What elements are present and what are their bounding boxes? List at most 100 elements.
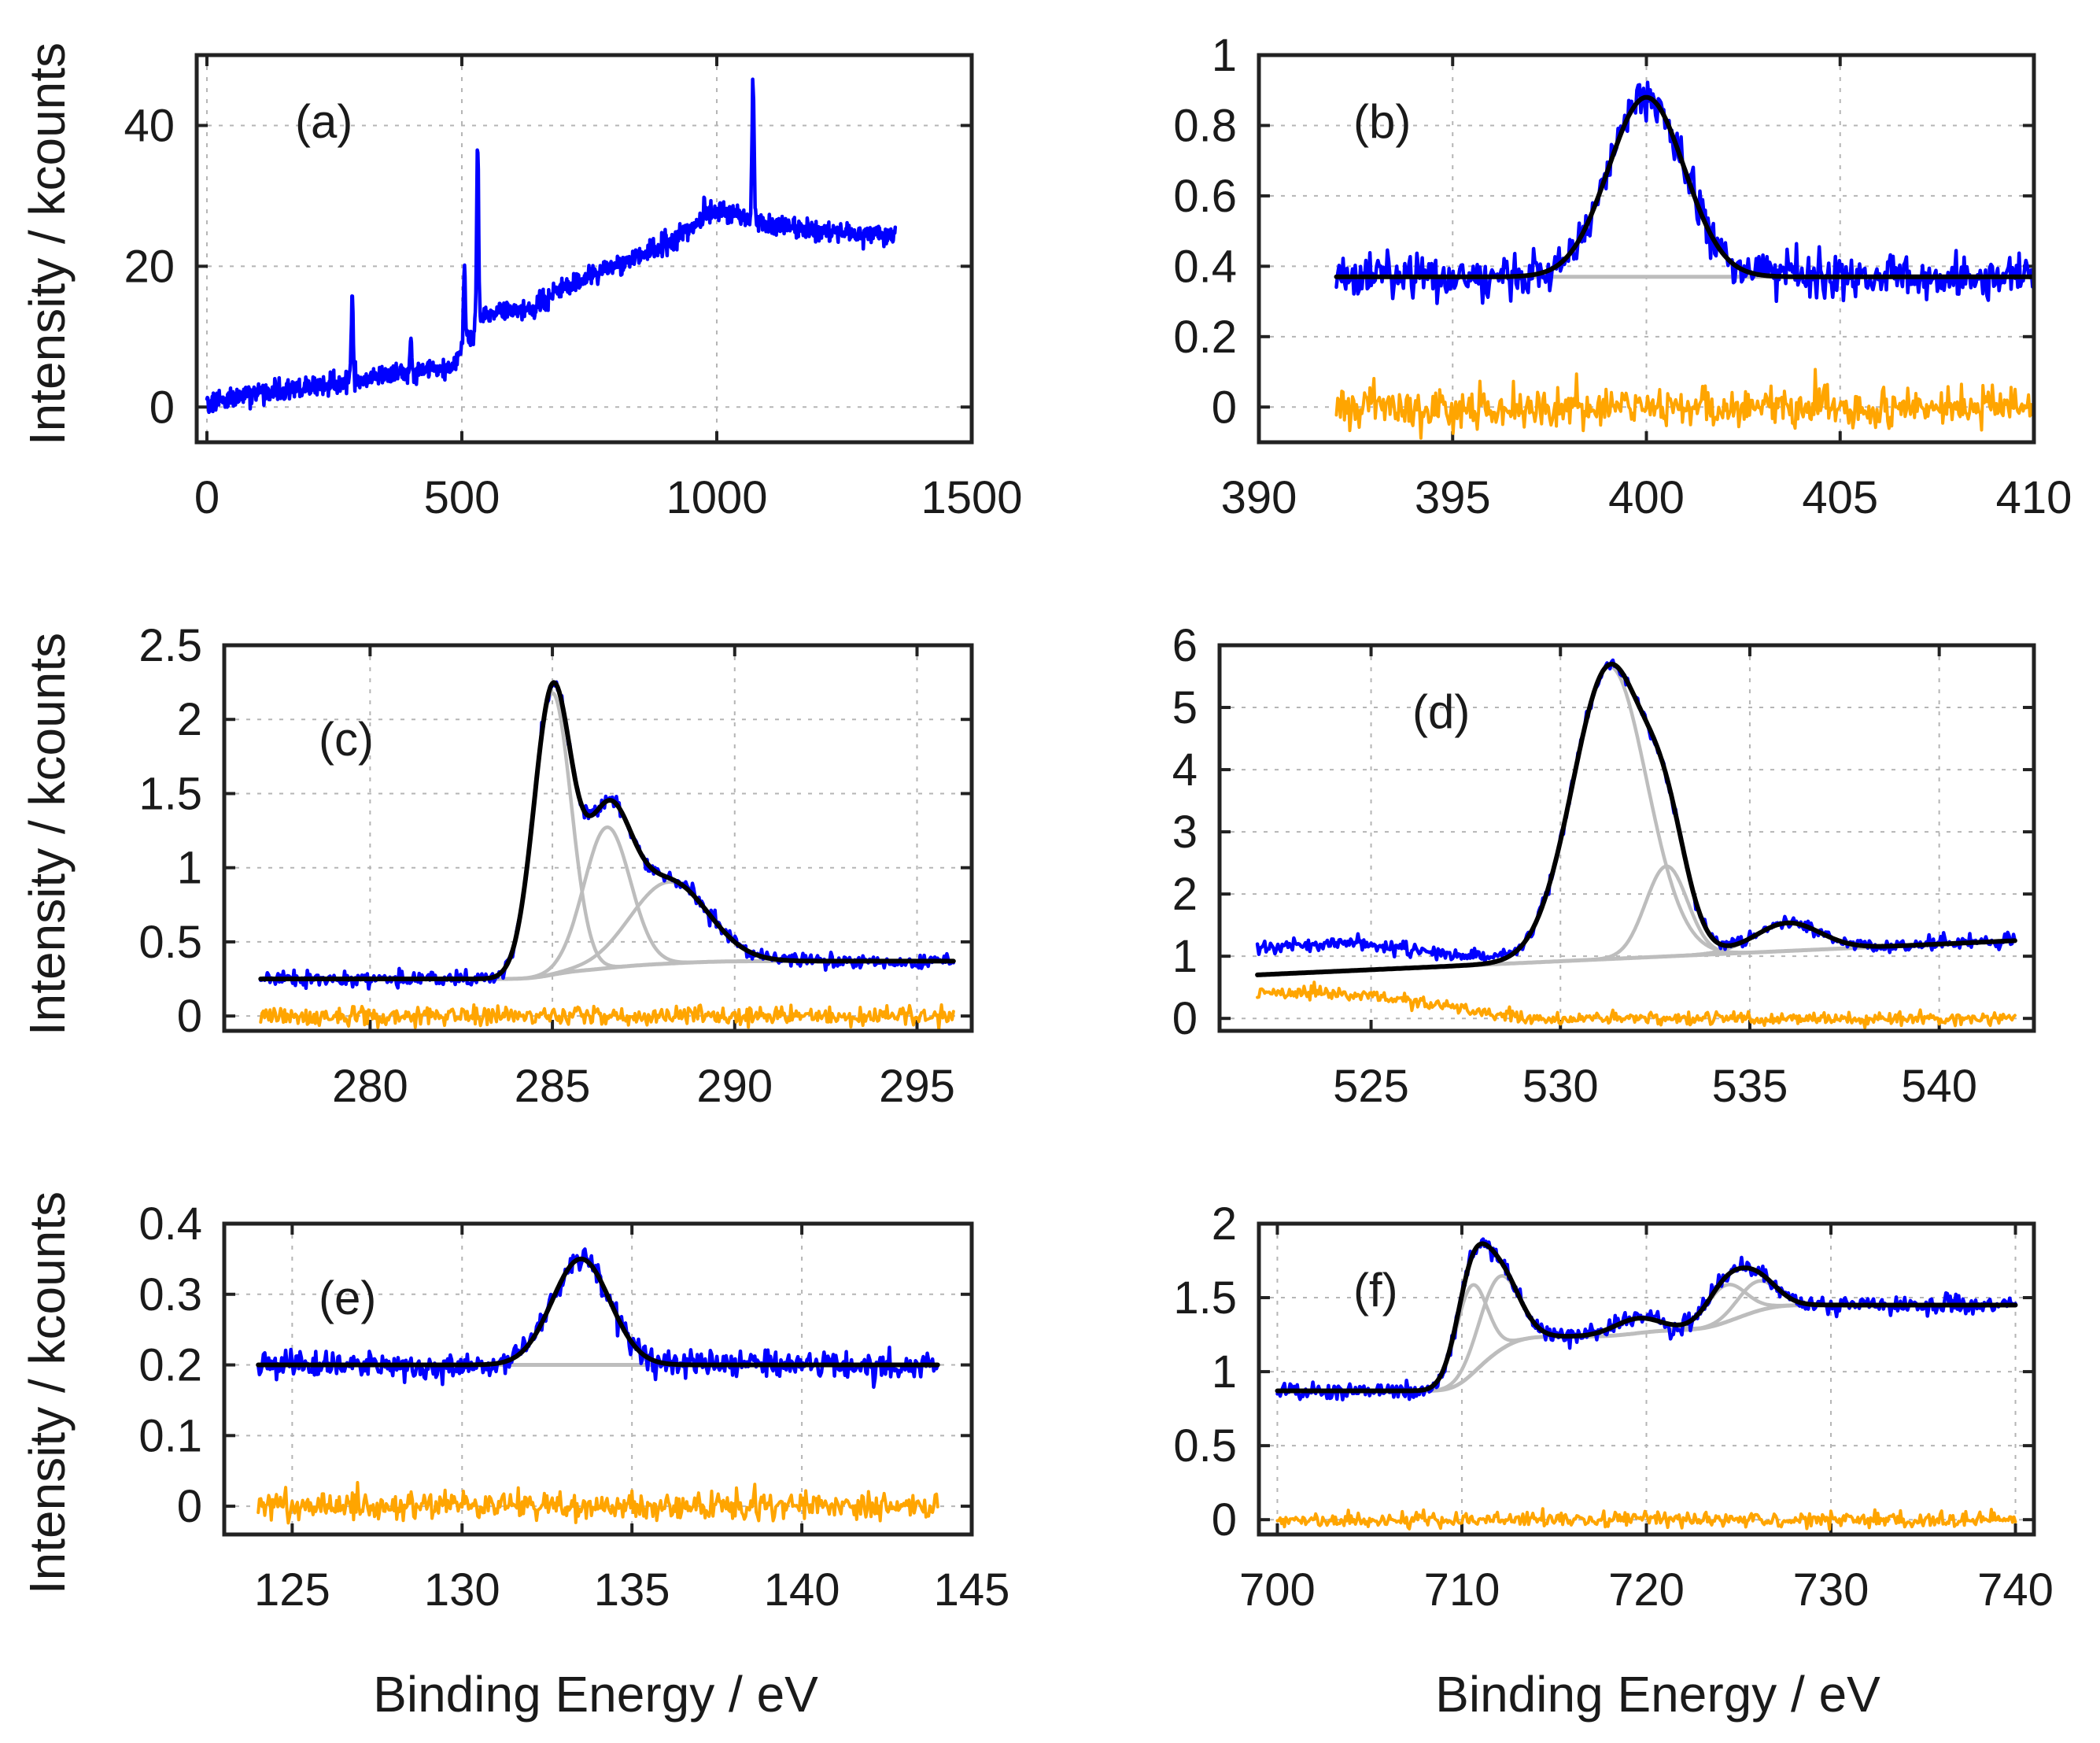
y-tick-label: 0.2 [1173, 312, 1237, 363]
fit-envelope-line [1255, 661, 2017, 977]
x-tick-label: 285 [515, 1061, 591, 1112]
y-tick-label: 1.5 [1173, 1272, 1237, 1324]
y-tick-label: 0.4 [1173, 241, 1237, 292]
component-peak-line [1518, 864, 1816, 966]
y-tick-label: 2 [177, 694, 202, 745]
residual-line [1275, 1507, 2017, 1531]
panel-label: (d) [1412, 685, 1470, 738]
y-tick-label: 20 [124, 241, 175, 292]
plot-frame [1217, 643, 2036, 1033]
x-tick-label: 530 [1522, 1061, 1599, 1112]
x-tick-label: 700 [1239, 1564, 1316, 1616]
x-tick-label: 740 [1977, 1564, 2054, 1616]
panel-label: (e) [319, 1272, 376, 1324]
x-tick-label: 730 [1793, 1564, 1869, 1616]
plot-frame [222, 643, 974, 1033]
x-tick-label: 130 [424, 1564, 500, 1616]
x-axis-title-right: Binding Energy / eV [1435, 1666, 1880, 1723]
y-axis-title-row1: Intensity / kcounts [19, 42, 76, 445]
y-tick-label: 0.5 [1173, 1420, 1237, 1472]
y-tick-label: 4 [1172, 744, 1198, 796]
x-tick-label: 390 [1221, 472, 1297, 523]
x-tick-label: 295 [879, 1061, 955, 1112]
y-tick-label: 0 [1212, 382, 1237, 433]
fit-envelope-line [256, 1256, 940, 1368]
panel-label: (f) [1353, 1264, 1398, 1316]
x-tick-label: 125 [254, 1564, 330, 1616]
x-tick-label: 0 [194, 472, 220, 523]
x-tick-label: 410 [1996, 472, 2072, 523]
x-tick-label: 535 [1712, 1061, 1788, 1112]
y-tick-label: 1 [177, 843, 202, 894]
fit-envelope-line [1334, 94, 2034, 279]
panel-a-series [205, 77, 898, 415]
y-axis-title-row2: Intensity / kcounts [19, 633, 76, 1036]
residual-line [257, 1481, 939, 1525]
y-tick-label: 0 [1172, 993, 1198, 1044]
survey-spectrum-line [205, 77, 898, 415]
y-tick-label: 1.5 [138, 768, 202, 819]
y-tick-label: 0.6 [1173, 171, 1237, 222]
x-axis-title-left: Binding Energy / eV [373, 1666, 818, 1723]
x-tick-label: 540 [1901, 1061, 1977, 1112]
panel-f: 700 710 720 730 740 0 0.5 1 1.5 2 (f) [1173, 1198, 2054, 1616]
component-peak-line [441, 825, 773, 981]
x-tick-label: 400 [1608, 472, 1685, 523]
y-tick-label: 1 [1172, 931, 1198, 982]
panel-c: 280 285 290 295 0 0.5 1 1.5 2 2.5 (c) [138, 620, 974, 1112]
x-tick-label: 710 [1424, 1564, 1500, 1616]
panel-label: (b) [1353, 95, 1411, 148]
panel-b: 390 395 400 405 410 0 0.2 0.4 0.6 0.8 1 (b) [1173, 30, 2072, 523]
x-tick-label: 405 [1802, 472, 1878, 523]
x-tick-label: 500 [424, 472, 500, 523]
plot-frame [222, 1221, 974, 1537]
component-peak-line [1586, 1283, 1866, 1339]
y-tick-label: 40 [124, 100, 175, 151]
x-tick-label: 395 [1415, 472, 1491, 523]
y-tick-label: 2 [1212, 1198, 1237, 1250]
data-spectrum-line [256, 1247, 940, 1389]
fit-envelope-line [258, 680, 956, 981]
y-tick-label: 0 [1212, 1494, 1237, 1545]
plot-frame [1257, 53, 2036, 445]
panel-b-series [1334, 80, 2034, 440]
panel-d-series [1255, 658, 2017, 1029]
y-tick-label: 0 [177, 991, 202, 1042]
x-tick-label: 720 [1608, 1564, 1685, 1616]
y-tick-label: 0.8 [1173, 100, 1237, 151]
panel-c-series [258, 680, 956, 1031]
data-spectrum-line [1334, 80, 2034, 305]
plot-frame [194, 53, 974, 445]
x-tick-label: 140 [764, 1564, 840, 1616]
y-tick-label: 0.5 [138, 917, 202, 968]
y-tick-label: 1 [1212, 1346, 1237, 1398]
panel-label: (c) [319, 713, 374, 766]
fit-envelope-line [1275, 1241, 2018, 1394]
y-tick-label: 0.2 [138, 1340, 202, 1391]
x-tick-label: 145 [934, 1564, 1010, 1616]
residual-line [1256, 980, 2017, 1029]
panel-a: 0 500 1000 1500 0 20 40 (a) [124, 53, 1023, 523]
panel-e-series [256, 1247, 940, 1525]
y-tick-label: 3 [1172, 807, 1198, 858]
y-tick-label: 0.3 [138, 1269, 202, 1320]
x-tick-label: 1000 [666, 472, 767, 523]
y-tick-label: 6 [1172, 620, 1198, 671]
plot-frame [1257, 1221, 2036, 1537]
panel-d: 525 530 535 540 0 1 2 3 4 5 6 (d) [1172, 620, 2036, 1112]
x-tick-label: 290 [696, 1061, 773, 1112]
x-tick-label: 280 [332, 1061, 408, 1112]
panel-f-series [1275, 1237, 2018, 1531]
x-tick-label: 525 [1333, 1061, 1409, 1112]
residual-line [1334, 367, 2034, 440]
y-tick-label: 5 [1172, 682, 1198, 733]
panel-label: (a) [295, 95, 352, 148]
component-peak-line [376, 1257, 786, 1367]
y-tick-label: 0 [177, 1481, 202, 1532]
x-tick-label: 135 [594, 1564, 670, 1616]
y-axis-title-row3: Intensity / kcounts [19, 1191, 76, 1594]
y-tick-label: 0 [149, 382, 175, 433]
x-tick-label: 1500 [921, 472, 1022, 523]
y-tick-label: 2 [1172, 869, 1198, 920]
